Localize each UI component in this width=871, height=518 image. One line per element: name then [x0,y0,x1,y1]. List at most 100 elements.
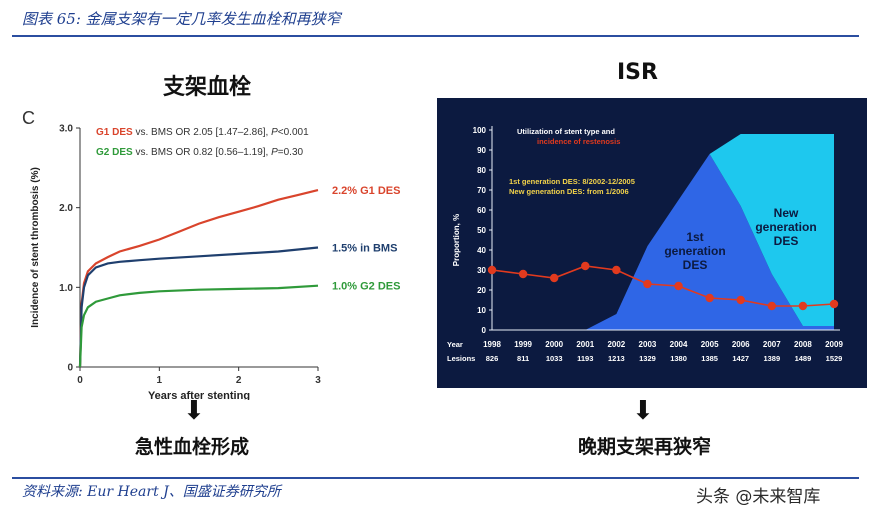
lesions-value: 1529 [826,354,843,363]
restenosis-point [581,261,590,271]
annotation-pvalue: =0.30 [278,147,304,158]
right-caption: 晚期支架再狭窄 [578,436,712,458]
series-label: 2.2% G1 DES [332,185,400,197]
y-tick-label: 1.0 [59,283,73,294]
y-tick-label: 2.0 [59,203,73,214]
year-label: 1998 [483,340,501,349]
x-tick-label: 3 [315,375,321,386]
year-label: 2003 [639,340,657,349]
series-label: 1.0% G2 DES [332,281,400,293]
series-line [78,189,319,368]
first-gen-label: 1st [686,230,703,244]
right-panel-title: ISR [617,60,658,85]
source-note: 资料来源: Eur Heart J、国盛证券研究所 [22,484,281,500]
annotation-text: vs. BMS OR 0.82 [0.56–1.19], [133,147,271,158]
lesions-value: 1033 [546,354,563,363]
y-tick-label: 20 [477,286,486,295]
annotation-p: P [271,127,278,138]
lesions-value: 1427 [732,354,749,363]
new-gen-label: New [774,206,799,220]
y-tick-label: 70 [477,186,486,195]
new-gen-des-area [492,134,834,330]
left-caption: 急性血栓形成 [135,436,250,458]
restenosis-point [829,299,839,309]
legend-line: 1st generation DES: 8/2002-12/2005 [509,177,635,186]
isr-chart: 0 10 20 30 40 50 60 70 80 90 100 Proportion, % Utili… [437,98,867,388]
y-tick-label: 100 [473,126,487,135]
x-tick-label: 1 [157,375,163,386]
row-label-year: Year [447,340,463,349]
restenosis-point [643,279,652,289]
series-line [78,284,319,368]
first-gen-label: generation [664,244,725,258]
lesions-value: 1389 [763,354,780,363]
y-tick-label: 0 [482,326,487,335]
year-label: 2001 [576,340,594,349]
year-label: 2002 [607,340,625,349]
annotation-group: G2 DES [96,147,133,158]
lesions-value: 1380 [670,354,687,363]
row-label-lesions: Lesions [447,354,475,363]
year-label: 2006 [732,340,750,349]
restenosis-point [674,281,683,291]
restenosis-point [487,265,497,275]
chart-title: Utilization of stent type and [517,127,615,136]
year-label: 2008 [794,340,812,349]
panel-letter: C [22,108,35,128]
comparison-annotation: G1 DES vs. BMS OR 2.05 [1.47–2.86], P<0.… [96,127,309,138]
restenosis-point [612,265,621,275]
x-tick-label: 2 [236,375,242,386]
y-tick-label: 3.0 [59,124,73,135]
new-gen-label: DES [774,234,799,248]
year-label: 1999 [514,340,532,349]
series-label: 1.5% in BMS [332,243,397,255]
first-gen-des-area [492,154,834,330]
restenosis-point [798,301,808,311]
y-tick-label: 50 [477,226,486,235]
year-label: 2007 [763,340,781,349]
x-tick-label: 0 [77,375,83,386]
annotation-text: vs. BMS OR 2.05 [1.47–2.86], [133,127,271,138]
y-tick-label: 90 [477,146,486,155]
y-tick-label: 80 [477,166,486,175]
right-down-arrow-icon: ⬇ [632,396,654,426]
restenosis-line [491,265,835,307]
lesions-value: 1329 [639,354,656,363]
lesions-value: 1213 [608,354,625,363]
annotation-pvalue: <0.001 [278,127,309,138]
stent-thrombosis-chart: 0 1.0 2.0 3.0 0 1 2 3 Years after stenting Incide… [22,108,400,400]
lesions-value: 811 [517,354,529,363]
figure-title: 图表 65: 金属支架有一定几率发生血栓和再狭窄 [22,10,341,28]
left-panel-title: 支架血栓 [163,75,252,100]
y-tick-label: 60 [477,206,486,215]
restenosis-point [736,295,745,305]
y-tick-label: 30 [477,266,486,275]
y-tick-label: 10 [477,306,486,315]
lesions-value: 1489 [795,354,812,363]
y-tick-label: 40 [477,246,486,255]
restenosis-point [705,293,714,303]
year-label: 2000 [545,340,563,349]
watermark: 头条 @未来智库 [696,487,821,507]
restenosis-point [767,301,777,311]
series-line [78,246,319,368]
new-gen-label: generation [755,220,816,234]
year-label: 2004 [670,340,688,349]
lesions-value: 1385 [701,354,718,363]
x-axis-title: Years after stenting [148,390,250,400]
y-axis-title: Proportion, % [452,214,461,266]
year-label: 2005 [701,340,719,349]
annotation-group: G1 DES [96,127,133,138]
lesions-value: 1193 [577,354,593,363]
lesions-value: 826 [486,354,499,363]
comparison-annotation: G2 DES vs. BMS OR 0.82 [0.56–1.19], P=0.… [96,147,304,158]
y-tick-label: 0 [67,363,73,374]
header-divider [12,35,859,37]
restenosis-point [549,273,559,283]
chart-subtitle: incidence of restenosis [537,137,620,146]
footer-divider [12,477,859,479]
legend-line: New generation DES: from 1/2006 [509,187,629,196]
y-axis-title: Incidence of stent thrombosis (%) [30,167,41,328]
left-down-arrow-icon: ⬇ [183,396,205,426]
first-gen-label: DES [683,258,708,272]
